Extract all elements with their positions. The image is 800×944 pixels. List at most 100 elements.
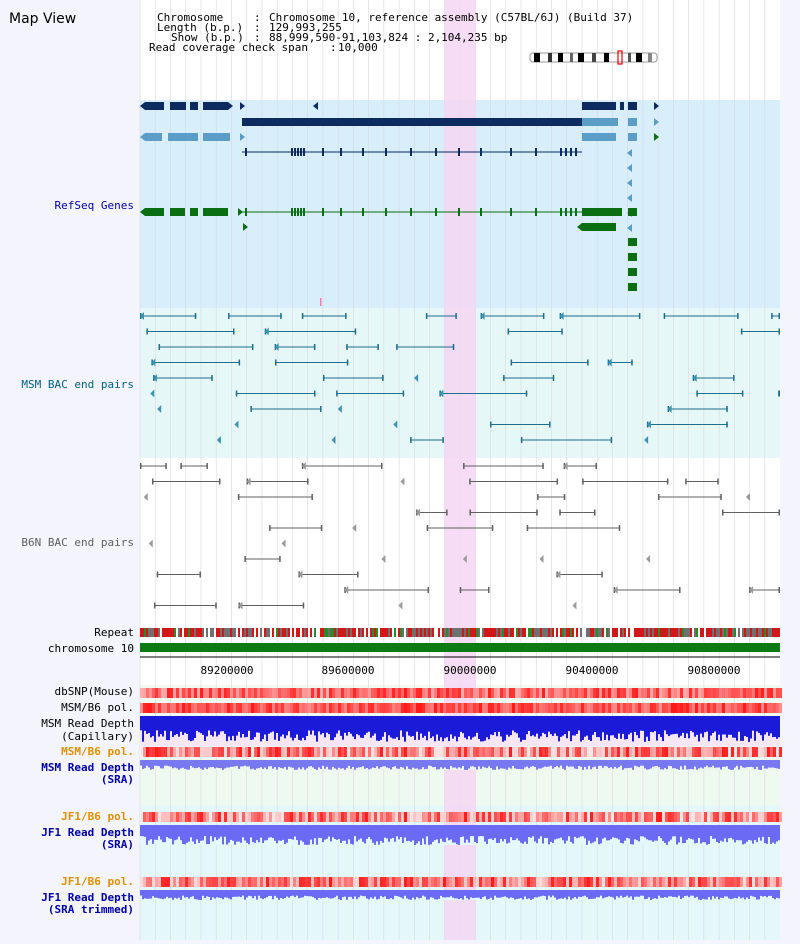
repeat-block (624, 628, 626, 637)
heat-cell (470, 703, 473, 713)
repeat-block (424, 628, 426, 637)
depth-bar (340, 716, 342, 736)
heat-cell (491, 703, 494, 713)
repeat-block (176, 628, 178, 637)
heat-cell (368, 812, 371, 822)
depth-bar (588, 716, 590, 740)
depth-bar (428, 716, 430, 732)
heat-cell (719, 812, 722, 822)
msm-bac-track[interactable] (140, 312, 780, 444)
heat-cell (506, 877, 509, 887)
heat-cell (341, 747, 344, 757)
refseq-genes-track[interactable] (140, 102, 659, 306)
depth-bar (674, 825, 676, 837)
chromosome-ideogram[interactable] (529, 50, 658, 65)
heat-cell (362, 812, 365, 822)
heat-cell (701, 747, 704, 757)
depth-bar (328, 825, 330, 837)
b6n-bac-track[interactable] (140, 462, 780, 610)
heat-cell (533, 747, 536, 757)
selection-highlight[interactable] (444, 0, 476, 940)
heat-cell (215, 688, 218, 698)
heat-cell (677, 812, 680, 822)
repeat-block (414, 628, 416, 637)
heat-cell (629, 688, 632, 698)
depth-bar (772, 760, 774, 768)
depth-bar (660, 716, 662, 738)
heat-cell (776, 688, 779, 698)
depth-bar (634, 890, 636, 897)
heat-cell (173, 688, 176, 698)
heat-cell (245, 703, 248, 713)
depth-bar (470, 760, 472, 767)
depth-bar (520, 760, 522, 770)
bac-end (377, 344, 379, 350)
depth-bar (160, 825, 162, 840)
heat-cell (683, 747, 686, 757)
heat-cell (293, 812, 296, 822)
heat-cell (548, 703, 551, 713)
bac-end-arrow (398, 601, 403, 610)
depth-bar (582, 890, 584, 897)
heat-cell (602, 812, 605, 822)
heat-cell (401, 877, 404, 887)
depth-bar (232, 716, 234, 736)
depth-bar (610, 890, 612, 897)
depth-bar (744, 890, 746, 900)
heat-cell (533, 703, 536, 713)
heat-cell (734, 747, 737, 757)
depth-bar (256, 890, 258, 900)
heat-cell (752, 703, 755, 713)
depth-bar (306, 760, 308, 769)
repeat-block (548, 628, 550, 637)
depth-bar (184, 825, 186, 845)
depth-bar (634, 825, 636, 840)
repeat-block (208, 628, 210, 637)
heat-cell (176, 703, 179, 713)
chromosome-label: Chromosome (157, 11, 223, 24)
depth-bar (638, 760, 640, 768)
repeat-block (574, 628, 576, 637)
depth-bar (722, 760, 724, 767)
heat-cell (209, 688, 212, 698)
heat-cell (182, 688, 185, 698)
depth-bar (768, 890, 770, 896)
heat-cell (545, 688, 548, 698)
heat-cell (275, 877, 278, 887)
ideogram-band (628, 53, 631, 62)
heat-cell (479, 877, 482, 887)
heat-cell (311, 747, 314, 757)
depth-bar (254, 716, 256, 738)
heat-cell (428, 812, 431, 822)
depth-bar (440, 890, 442, 896)
depth-bar (770, 760, 772, 768)
depth-bar (454, 890, 456, 899)
depth-bar (272, 825, 274, 839)
depth-bar (514, 716, 516, 733)
depth-bar (510, 716, 512, 736)
depth-bar (750, 760, 752, 767)
depth-bar (280, 825, 282, 841)
depth-bar (640, 760, 642, 766)
depth-bar (288, 825, 290, 839)
bac-end-arrow (556, 570, 561, 579)
depth-bar (222, 825, 224, 845)
depth-bar (748, 760, 750, 767)
bac-end (140, 463, 142, 469)
depth-bar (650, 825, 652, 841)
depth-bar (556, 716, 558, 736)
heat-cell (365, 812, 368, 822)
depth-bar (686, 825, 688, 840)
bac-end (490, 421, 492, 428)
heat-cell (500, 812, 503, 822)
heat-cell (407, 812, 410, 822)
depth-bar (726, 716, 728, 738)
depth-bar (710, 716, 712, 736)
depth-bar (744, 760, 746, 768)
repeat-block (334, 628, 336, 637)
heat-cell (320, 747, 323, 757)
gene-exon (340, 208, 342, 216)
heat-cell (272, 877, 275, 887)
heat-cell (365, 688, 368, 698)
heat-cell (740, 812, 743, 822)
